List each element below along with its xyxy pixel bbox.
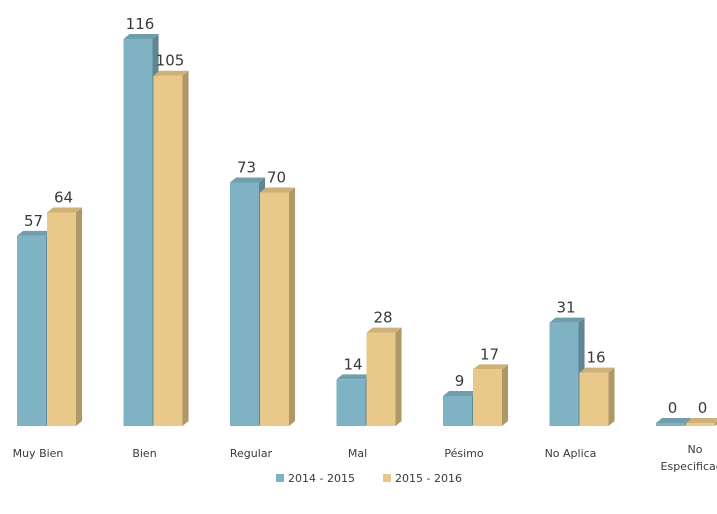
bars-layer bbox=[17, 34, 717, 427]
bar-mal-1 bbox=[336, 374, 372, 426]
value-label-regular-2: 70 bbox=[267, 168, 286, 186]
bar-bien-1 bbox=[123, 34, 159, 427]
legend-swatch-2 bbox=[383, 474, 391, 482]
category-label-no-especificado: NoEspecificado bbox=[661, 443, 717, 473]
category-label-bien: Bien bbox=[132, 447, 156, 460]
value-label-mal-2: 28 bbox=[373, 309, 392, 327]
bar-no-especificado-2 bbox=[686, 418, 717, 426]
value-label-mal-1: 14 bbox=[343, 355, 362, 373]
value-label-bien-2: 105 bbox=[156, 52, 185, 70]
value-labels: 57 64 116 105 73 70 14 28 9 17 31 16 0 0 bbox=[24, 15, 707, 417]
value-label-no-especificado-1: 0 bbox=[668, 399, 678, 417]
bar-no-aplica-1 bbox=[549, 317, 585, 426]
legend-label-2: 2015 - 2016 bbox=[395, 472, 462, 485]
bar-pesimo-2 bbox=[473, 364, 509, 426]
bar-mal-2 bbox=[366, 327, 402, 426]
value-label-muy-bien-1: 57 bbox=[24, 212, 43, 230]
value-label-no-aplica-2: 16 bbox=[586, 349, 605, 367]
bar-pesimo-1 bbox=[443, 391, 479, 426]
bar-muy-bien-2 bbox=[47, 207, 83, 426]
value-label-muy-bien-2: 64 bbox=[54, 188, 73, 206]
category-labels: Muy Bien Bien Regular Mal Pésimo No Aplica No E… bbox=[13, 443, 717, 473]
category-label-no-aplica: No Aplica bbox=[545, 447, 597, 460]
category-label-pesimo: Pésimo bbox=[444, 447, 484, 460]
bar-bien-2 bbox=[153, 70, 189, 426]
legend: 2014 - 2015 2015 - 2016 bbox=[276, 472, 462, 485]
value-label-regular-1: 73 bbox=[237, 158, 256, 176]
legend-swatch-1 bbox=[276, 474, 284, 482]
category-label-muy-bien: Muy Bien bbox=[13, 447, 64, 460]
value-label-pesimo-1: 9 bbox=[455, 372, 465, 390]
bar-muy-bien-1 bbox=[17, 230, 53, 426]
value-label-bien-1: 116 bbox=[126, 15, 155, 33]
bar-no-aplica-2 bbox=[579, 367, 615, 426]
bar-regular-1 bbox=[230, 177, 266, 426]
value-label-no-especificado-2: 0 bbox=[698, 399, 708, 417]
category-label-regular: Regular bbox=[230, 447, 273, 460]
legend-label-1: 2014 - 2015 bbox=[288, 472, 355, 485]
category-label-mal: Mal bbox=[348, 447, 367, 460]
bar-no-especificado-1 bbox=[656, 418, 692, 426]
value-label-pesimo-2: 17 bbox=[480, 345, 499, 363]
bar-regular-2 bbox=[260, 187, 296, 426]
value-label-no-aplica-1: 31 bbox=[556, 299, 575, 317]
